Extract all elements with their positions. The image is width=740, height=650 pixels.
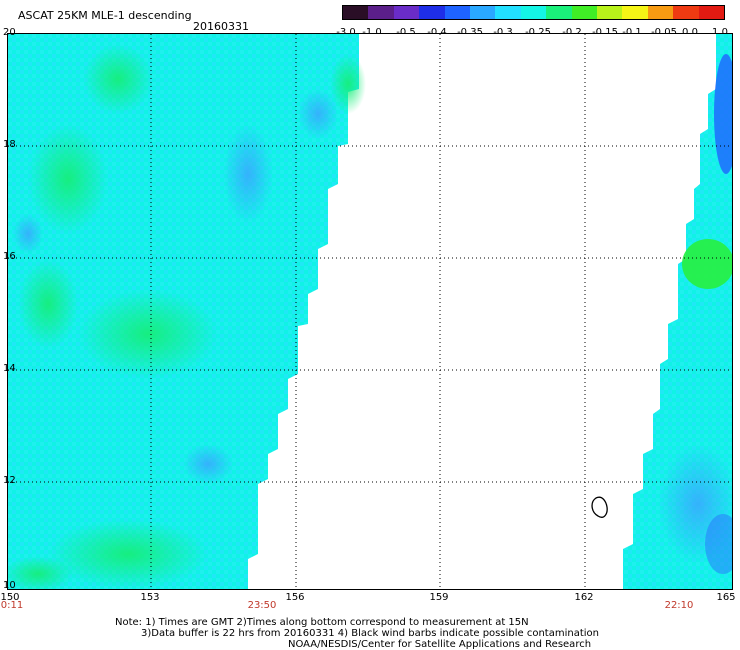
- time-label: 22:10: [664, 600, 694, 611]
- time-label: 0:11: [0, 600, 24, 611]
- colorbar-swatch: [571, 6, 598, 19]
- colorbar-swatch: [673, 6, 699, 19]
- colorbar-label: -0.4: [427, 27, 447, 38]
- colorbar-label: -0.15: [592, 27, 618, 38]
- footer-note-line2: 3)Data buffer is 22 hrs from 20160331 4)…: [141, 628, 599, 639]
- footer-note-line1: Note: 1) Times are GMT 2)Times along bot…: [115, 617, 529, 628]
- lon-label: 162: [574, 592, 594, 603]
- colorbar-label: -0.1: [622, 27, 642, 38]
- colorbar-swatch: [343, 6, 369, 19]
- colorbar-swatch: [546, 6, 572, 19]
- colorbar-swatch: [520, 6, 547, 19]
- lat-label: 16: [3, 251, 16, 262]
- colorbar: [342, 5, 725, 20]
- colorbar-label: 1.0: [712, 27, 728, 38]
- lat-label: 12: [3, 475, 16, 486]
- lon-label: 156: [285, 592, 305, 603]
- footer-credit: NOAA/NESDIS/Center for Satellite Applica…: [288, 639, 592, 650]
- colorbar-label: 0.0: [682, 27, 698, 38]
- graticule: [8, 34, 732, 589]
- lon-label: 153: [140, 592, 160, 603]
- colorbar-label: -0.25: [525, 27, 551, 38]
- lon-label: 150: [0, 592, 20, 603]
- colorbar-swatch: [647, 6, 674, 19]
- colorbar-label: -1.0: [362, 27, 382, 38]
- colorbar-swatch: [444, 6, 471, 19]
- lat-label: 18: [3, 139, 16, 150]
- product-title: ASCAT 25KM MLE-1 descending: [18, 9, 192, 22]
- black-contour-icon: [591, 496, 608, 518]
- colorbar-label: -3.0: [336, 27, 356, 38]
- colorbar-label: -0.3: [493, 27, 513, 38]
- colorbar-swatch: [597, 6, 623, 19]
- colorbar-swatch: [622, 6, 648, 19]
- colorbar-swatch: [393, 6, 420, 19]
- colorbar-swatch: [368, 6, 394, 19]
- lat-label: 10: [3, 580, 16, 591]
- colorbar-swatch: [419, 6, 445, 19]
- colorbar-label: -0.05: [651, 27, 677, 38]
- lon-label: 165: [716, 592, 736, 603]
- map-panel: [7, 33, 733, 590]
- lat-label: 20: [3, 27, 16, 38]
- colorbar-swatch: [470, 6, 496, 19]
- lon-label: 159: [429, 592, 449, 603]
- colorbar-swatch: [495, 6, 521, 19]
- wind-field-map: [8, 34, 732, 589]
- colorbar-label: -0.5: [396, 27, 416, 38]
- time-label: 23:50: [247, 600, 277, 611]
- product-date: 20160331: [193, 20, 249, 33]
- colorbar-swatch: [698, 6, 725, 19]
- lat-label: 14: [3, 363, 16, 374]
- colorbar-label: -0.35: [457, 27, 483, 38]
- colorbar-label: -0.2: [562, 27, 582, 38]
